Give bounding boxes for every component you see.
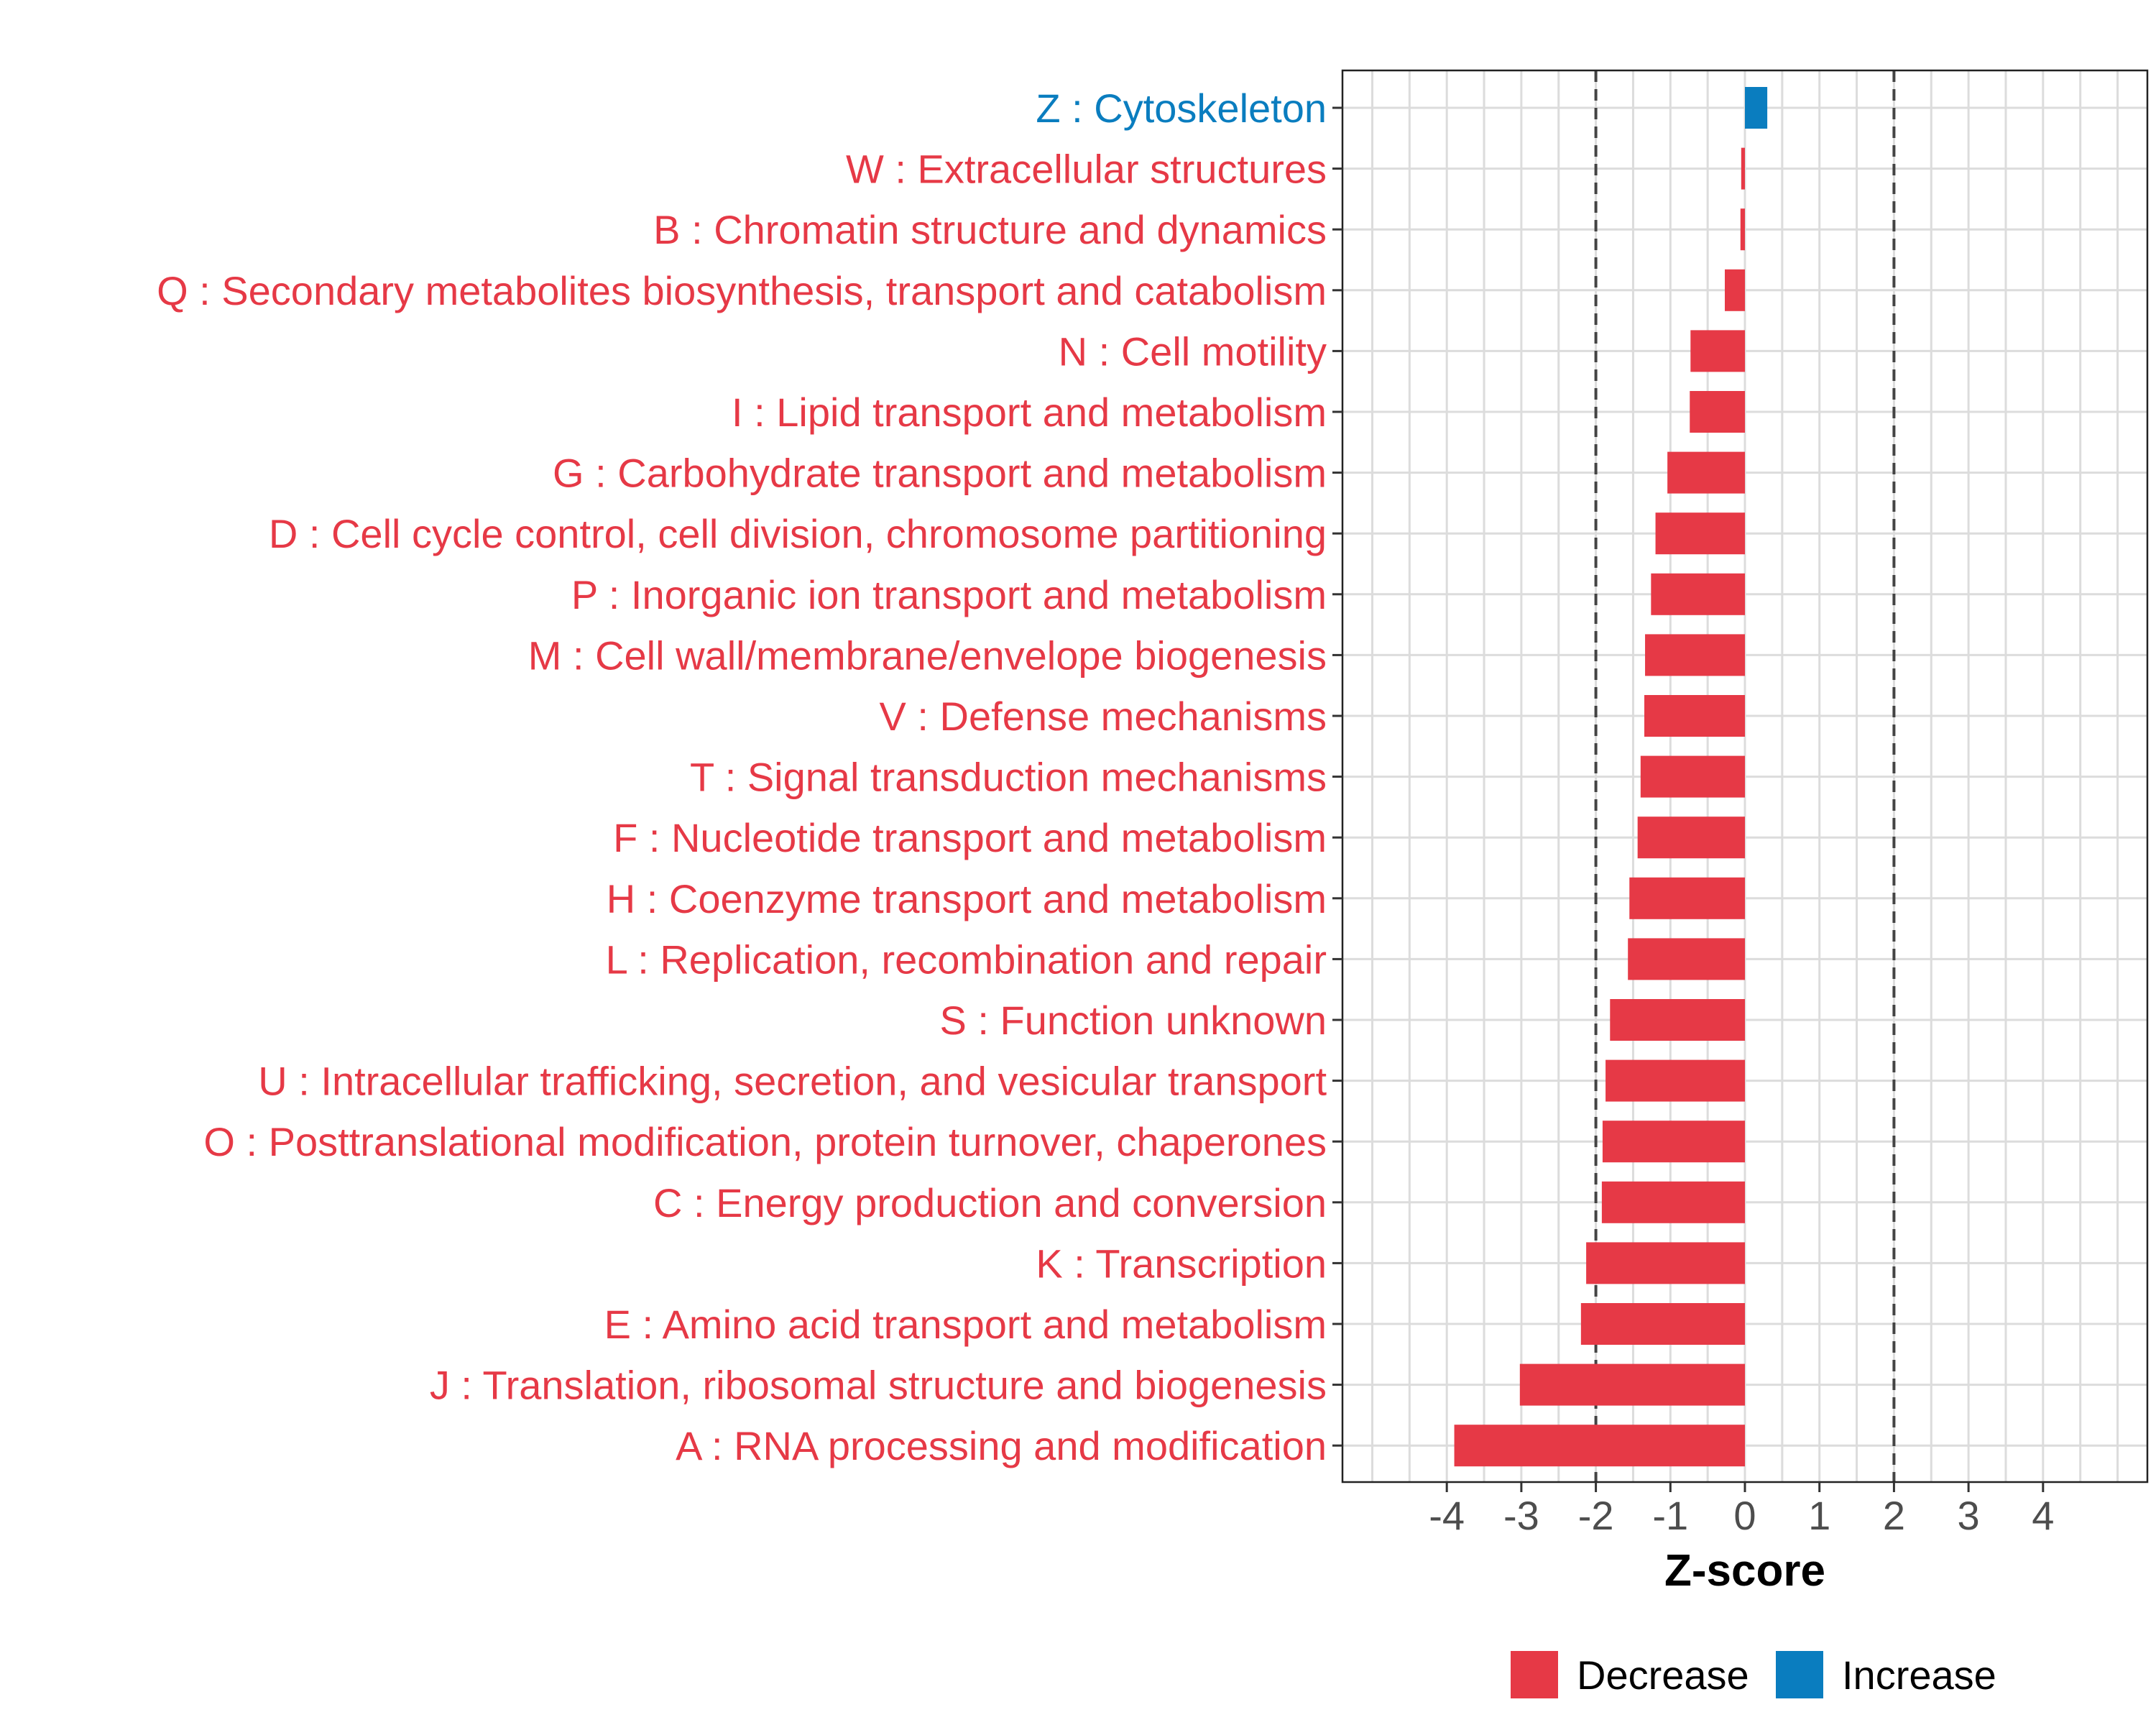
category-label: D : Cell cycle control, cell division, c… xyxy=(269,511,1327,556)
bar xyxy=(1645,634,1745,676)
x-axis: -4 -3 -2 -1 0 1 2 3 4 xyxy=(1429,1482,2054,1538)
bar xyxy=(1655,512,1745,555)
category-label: L : Replication, recombination and repai… xyxy=(606,937,1327,982)
category-label: U : Intracellular trafficking, secretion… xyxy=(258,1059,1327,1104)
category-label: W : Extracellular structures xyxy=(846,147,1327,192)
x-tick-label: -1 xyxy=(1652,1493,1688,1538)
bar xyxy=(1610,999,1745,1041)
category-label: P : Inorganic ion transport and metaboli… xyxy=(571,572,1327,617)
category-label: I : Lipid transport and metabolism xyxy=(732,390,1327,435)
category-label: N : Cell motility xyxy=(1059,328,1327,374)
y-axis: Z : Cytoskeleton W : Extracellular struct… xyxy=(157,86,1342,1468)
category-label: F : Nucleotide transport and metabolism xyxy=(613,815,1327,860)
category-label: V : Defense mechanisms xyxy=(880,694,1327,739)
category-label: H : Coenzyme transport and metabolism xyxy=(607,876,1327,921)
x-tick-label: -3 xyxy=(1503,1493,1539,1538)
x-tick-label: 0 xyxy=(1733,1493,1756,1538)
x-axis-title: Z-score xyxy=(1664,1546,1825,1596)
bar xyxy=(1690,330,1745,372)
bar xyxy=(1519,1363,1745,1406)
bar xyxy=(1580,1303,1745,1345)
bar xyxy=(1690,391,1745,433)
bar xyxy=(1606,1059,1745,1102)
category-label: T : Signal transduction mechanisms xyxy=(690,755,1327,800)
bar xyxy=(1586,1242,1745,1284)
category-label: B : Chromatin structure and dynamics xyxy=(653,207,1327,252)
category-label: C : Energy production and conversion xyxy=(653,1180,1327,1225)
legend-label: Increase xyxy=(1842,1652,1996,1698)
x-tick-label: -2 xyxy=(1578,1493,1614,1538)
legend: Decrease Increase xyxy=(1511,1651,1996,1698)
x-tick-label: 4 xyxy=(2032,1493,2054,1538)
bar xyxy=(1725,269,1745,311)
bar xyxy=(1740,208,1745,251)
x-tick-label: -4 xyxy=(1429,1493,1465,1538)
category-label: S : Function unknown xyxy=(939,998,1327,1043)
category-label: M : Cell wall/membrane/envelope biogenes… xyxy=(528,632,1327,678)
legend-key xyxy=(1776,1651,1823,1698)
bar xyxy=(1454,1425,1745,1467)
reference-lines xyxy=(1594,70,1896,1482)
x-tick-label: 3 xyxy=(1958,1493,1980,1538)
legend-key xyxy=(1511,1651,1558,1698)
x-tick-label: 2 xyxy=(1883,1493,1905,1538)
bar xyxy=(1629,877,1745,919)
bar xyxy=(1644,695,1745,737)
x-tick-label: 1 xyxy=(1808,1493,1830,1538)
category-label: Q : Secondary metabolites biosynthesis, … xyxy=(157,268,1327,313)
bar xyxy=(1602,1121,1745,1163)
bars xyxy=(1454,87,1768,1467)
category-label: J : Translation, ribosomal structure and… xyxy=(430,1363,1327,1408)
category-label: K : Transcription xyxy=(1036,1241,1327,1286)
category-label: A : RNA processing and modification xyxy=(676,1423,1327,1468)
category-label: G : Carbohydrate transport and metabolis… xyxy=(553,451,1327,496)
category-label: Z : Cytoskeleton xyxy=(1036,86,1327,131)
bar xyxy=(1651,573,1745,615)
bar xyxy=(1601,1181,1745,1223)
bar xyxy=(1628,938,1745,980)
bar xyxy=(1667,451,1745,494)
bar xyxy=(1637,816,1745,859)
bar xyxy=(1745,87,1768,129)
category-label: E : Amino acid transport and metabolism xyxy=(604,1302,1327,1347)
bar xyxy=(1640,755,1745,798)
legend-label: Decrease xyxy=(1577,1652,1749,1698)
grid-lines xyxy=(1342,70,2147,1482)
bar xyxy=(1741,147,1745,190)
category-label: O : Posttranslational modification, prot… xyxy=(203,1119,1327,1164)
